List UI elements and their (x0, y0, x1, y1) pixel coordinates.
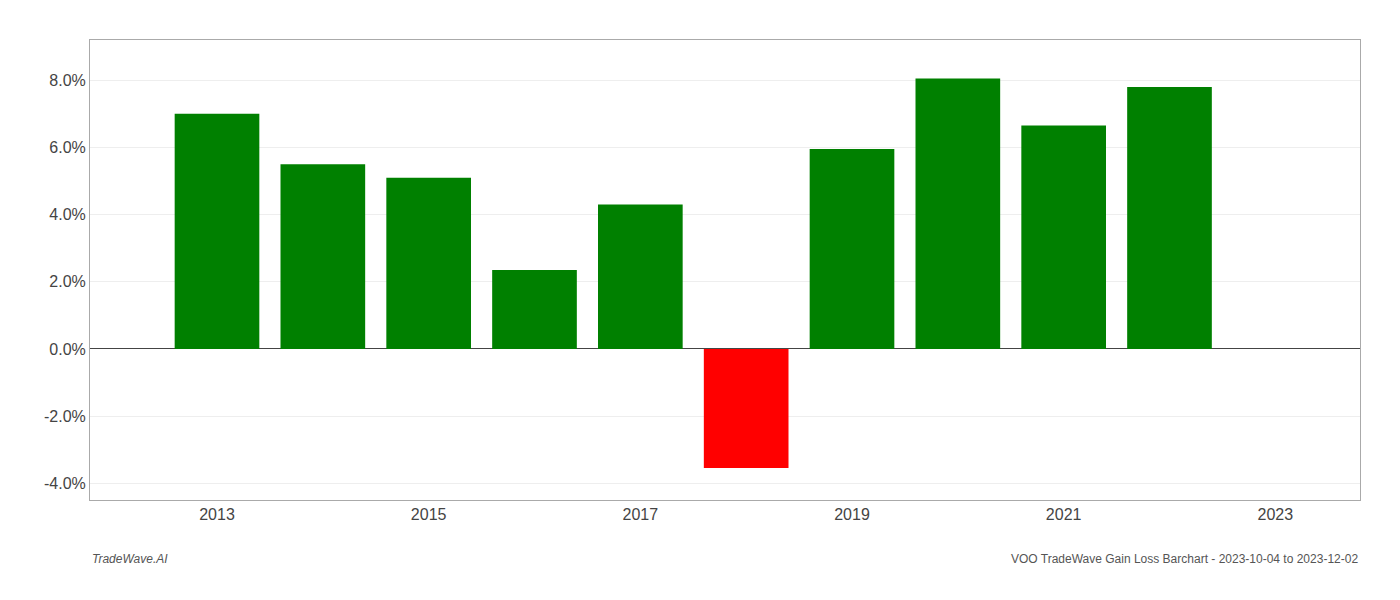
svg-text:0.0%: 0.0% (49, 341, 85, 358)
svg-text:2023: 2023 (1258, 506, 1294, 523)
svg-text:TradeWave.AI: TradeWave.AI (92, 552, 168, 566)
svg-text:4.0%: 4.0% (49, 206, 85, 223)
svg-text:2013: 2013 (199, 506, 235, 523)
svg-text:8.0%: 8.0% (49, 72, 85, 89)
svg-text:2019: 2019 (834, 506, 870, 523)
svg-text:-2.0%: -2.0% (44, 408, 86, 425)
svg-text:2015: 2015 (411, 506, 447, 523)
svg-text:2021: 2021 (1046, 506, 1082, 523)
svg-text:2017: 2017 (623, 506, 659, 523)
svg-text:6.0%: 6.0% (49, 139, 85, 156)
svg-text:2.0%: 2.0% (49, 273, 85, 290)
svg-text:-4.0%: -4.0% (44, 475, 86, 492)
svg-text:VOO TradeWave Gain Loss Barcha: VOO TradeWave Gain Loss Barchart - 2023-… (1011, 552, 1358, 566)
